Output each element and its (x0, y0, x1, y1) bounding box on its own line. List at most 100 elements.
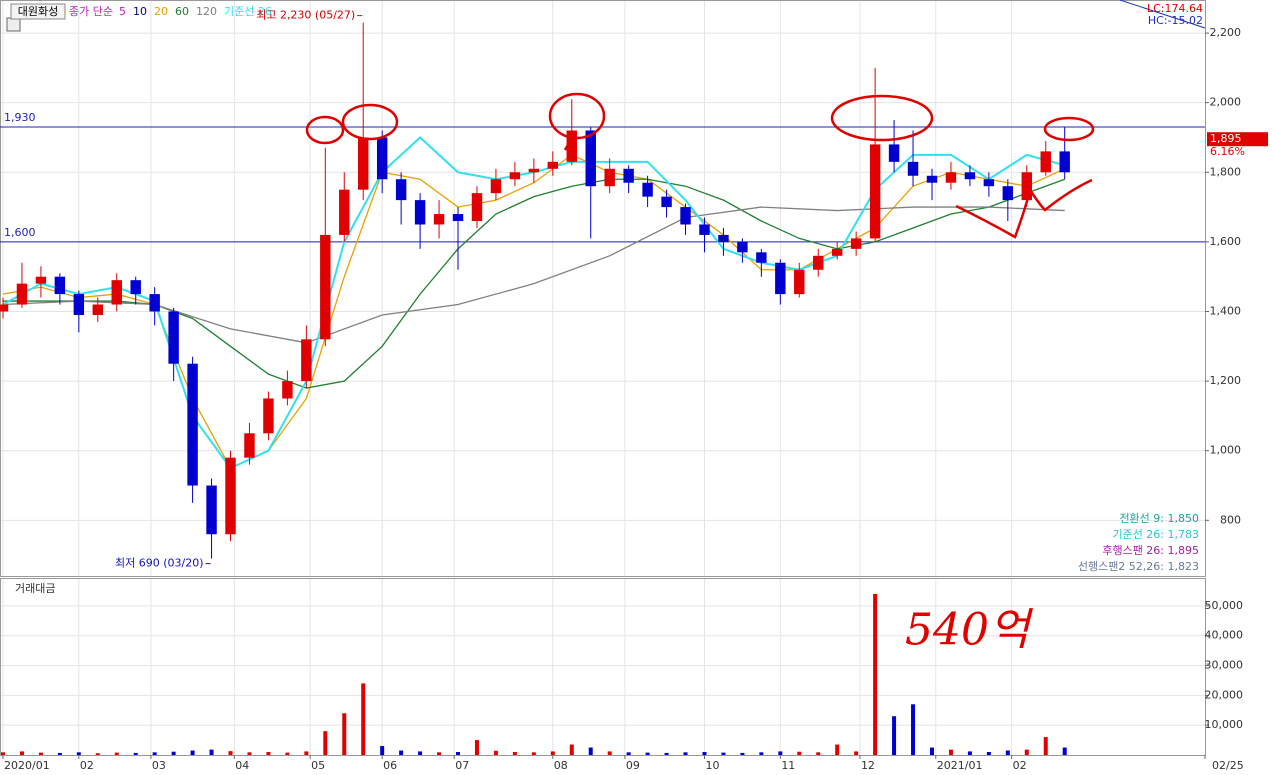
y-tick-label: 800 (1220, 513, 1241, 526)
candle-body (111, 280, 122, 305)
settings-icon[interactable] (6, 17, 21, 32)
volume-bar (967, 751, 972, 755)
candle-body (813, 255, 824, 270)
volume-bar (645, 752, 650, 755)
y-tick-label: 1,600 (1210, 235, 1242, 248)
candle-body (1021, 172, 1032, 201)
ma-line (3, 178, 1065, 389)
y-tick-label: 1,800 (1210, 165, 1242, 178)
x-tick-label: 05 (311, 759, 325, 772)
candle-body (282, 381, 293, 399)
handwritten-note: 540억 (905, 605, 1034, 656)
volume-bar (304, 751, 309, 755)
y-tick-label: 2,200 (1210, 26, 1242, 39)
candle-body (414, 200, 426, 225)
ichimoku-label: 전환선 9: 1,850 (1119, 512, 1199, 525)
volume-bar (38, 752, 43, 755)
x-tick-label: 07 (455, 759, 469, 772)
y-tick-label: 1,400 (1210, 304, 1242, 317)
ma-prefix: 종가 단순 (69, 5, 113, 18)
candle-body (964, 172, 976, 180)
x-tick-label: 02 (1013, 759, 1027, 772)
volume-bar (342, 713, 347, 755)
legend-entry: 기준선 26 (224, 5, 272, 18)
candle-body (831, 248, 843, 256)
candle-body (358, 137, 369, 190)
candle-body (718, 234, 729, 242)
x-tick-label: 11 (781, 759, 795, 772)
candle-body (206, 485, 217, 535)
candle-body (187, 363, 198, 486)
volume-bar (550, 751, 555, 755)
volume-bar (588, 747, 593, 755)
candle-body (945, 172, 957, 183)
low-label: 최저 690 (03/20) (115, 557, 204, 570)
candle-body (1002, 186, 1014, 201)
reference-label: 1,600 (4, 226, 36, 239)
trend-line (1119, 0, 1206, 29)
volume-bar (816, 752, 821, 755)
volume-bar (986, 752, 991, 755)
volume-bar (1024, 749, 1029, 755)
candle-body (54, 276, 66, 295)
candle-body (680, 207, 691, 225)
legend-entry: 10 (133, 5, 147, 18)
x-tick-label: 04 (235, 759, 249, 772)
change-label: 6.16% (1210, 145, 1245, 158)
volume-bar (626, 752, 631, 755)
candle-body (35, 276, 47, 284)
y-tick-label: 30,000 (1205, 659, 1244, 672)
candle-body (907, 161, 919, 176)
candle-body (756, 252, 767, 263)
candle-body (699, 224, 710, 235)
price-tag (1207, 132, 1268, 147)
volume-bar (873, 593, 878, 755)
x-tick-label: 08 (554, 759, 568, 772)
candle-body (301, 339, 312, 382)
candle-body (737, 241, 748, 253)
volume-bar (493, 750, 498, 755)
candle-body (1040, 151, 1051, 173)
candle-body (433, 214, 445, 225)
volume-bar (531, 752, 536, 755)
candle-body (452, 214, 464, 222)
stock-name: 대원화성 (18, 5, 58, 18)
hand-drawn-marks (305, 92, 1095, 239)
x-tick-label: 2021/01 (937, 759, 983, 772)
candle-body (850, 238, 862, 249)
x-tick-label: 12 (861, 759, 875, 772)
volume-bar (152, 752, 157, 755)
volume-bar (1043, 737, 1048, 755)
x-tick-label: 09 (626, 759, 640, 772)
legend-entry: 5 (119, 5, 126, 18)
volume-bar (418, 751, 423, 755)
candle-body (0, 304, 9, 312)
volume-bar (57, 752, 62, 755)
volume-bar (474, 740, 479, 755)
candle-body (339, 189, 350, 235)
x-tick-label: 02/25 (1212, 759, 1244, 772)
volume-bar (854, 751, 859, 755)
volume-title: 거래대금 (15, 582, 55, 595)
volume-bar (266, 752, 271, 755)
candle-body (623, 168, 634, 183)
volume-bar (512, 752, 517, 755)
candle-body (604, 168, 615, 187)
volume-bar (171, 751, 176, 755)
volume-bar (911, 704, 916, 755)
plot: 1,930 1,600 (0, 22, 1205, 755)
stock-name-box[interactable] (10, 3, 66, 20)
volume-bar (247, 752, 252, 755)
volume-bar (664, 752, 669, 755)
hc-label: HC:-15.02 (1148, 14, 1203, 27)
volume-bar (778, 751, 783, 755)
candle-body (547, 161, 559, 169)
volume-bar (323, 731, 328, 755)
lc-label: LC:174.64 (1147, 2, 1203, 15)
candle-body (869, 144, 881, 239)
candle-body (642, 182, 653, 197)
high-label: 최고 2,230 (05/27) (256, 9, 355, 22)
x-tick-label: 02 (80, 759, 94, 772)
volume-bar (1, 752, 5, 755)
